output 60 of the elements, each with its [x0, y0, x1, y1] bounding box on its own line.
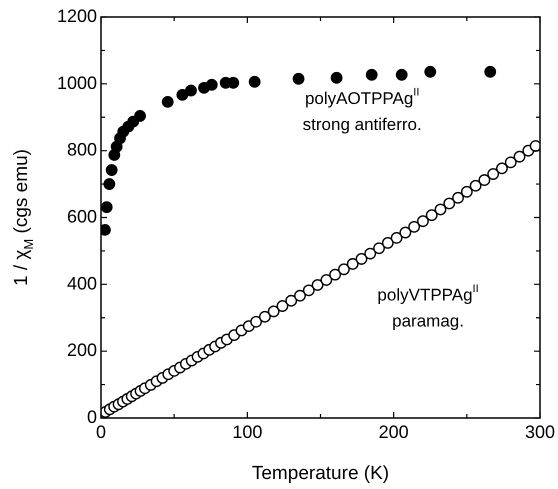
- point: [250, 316, 262, 328]
- point: [443, 198, 456, 210]
- point: [285, 294, 298, 307]
- point: [390, 232, 402, 244]
- annotation: strong antiferro.: [302, 114, 422, 134]
- point: [320, 274, 332, 286]
- point: [134, 110, 146, 122]
- point: [460, 186, 473, 198]
- point: [434, 204, 446, 216]
- point: [424, 66, 436, 78]
- point: [346, 258, 359, 270]
- point: [478, 174, 490, 186]
- x-tick-label: 100: [232, 422, 262, 442]
- point: [399, 226, 412, 238]
- point: [487, 168, 500, 180]
- point: [356, 253, 368, 265]
- point: [276, 300, 288, 312]
- y-tick-label: 800: [66, 140, 97, 160]
- annotation: paramag.: [392, 311, 464, 330]
- point: [268, 306, 280, 318]
- y-tick-label: 400: [66, 273, 97, 294]
- point: [496, 162, 508, 174]
- point: [396, 68, 408, 81]
- point: [366, 68, 378, 81]
- point: [248, 76, 261, 88]
- point: [185, 84, 197, 96]
- point: [312, 279, 324, 291]
- y-tick-label: 1000: [56, 72, 97, 93]
- y-axis-title: 1 / χM (cgs emu): [11, 149, 36, 286]
- point: [101, 201, 113, 214]
- y-tick-label: 200: [66, 340, 97, 360]
- point: [292, 72, 304, 85]
- point: [302, 284, 315, 296]
- y-tick-label: 0: [86, 406, 97, 427]
- point: [330, 72, 342, 84]
- point: [106, 164, 118, 176]
- point: [103, 178, 116, 190]
- point: [382, 236, 394, 249]
- point: [373, 242, 385, 254]
- point: [426, 209, 438, 222]
- point: [294, 290, 306, 302]
- point: [452, 192, 464, 204]
- point: [484, 66, 496, 78]
- point: [504, 156, 517, 168]
- point: [338, 263, 350, 276]
- point: [258, 310, 271, 323]
- point: [470, 180, 482, 192]
- point: [514, 150, 526, 163]
- point: [329, 268, 342, 281]
- point: [364, 248, 376, 260]
- point: [206, 78, 218, 91]
- point: [408, 220, 420, 233]
- y-tick-label: 600: [66, 206, 97, 226]
- x-tick-label: 200: [378, 422, 409, 442]
- point: [176, 88, 188, 101]
- point: [162, 96, 174, 108]
- point: [417, 215, 429, 228]
- y-tick-label: 1200: [56, 6, 97, 26]
- x-tick-label: 300: [524, 422, 556, 442]
- x-axis-title: Temperature (K): [252, 462, 390, 484]
